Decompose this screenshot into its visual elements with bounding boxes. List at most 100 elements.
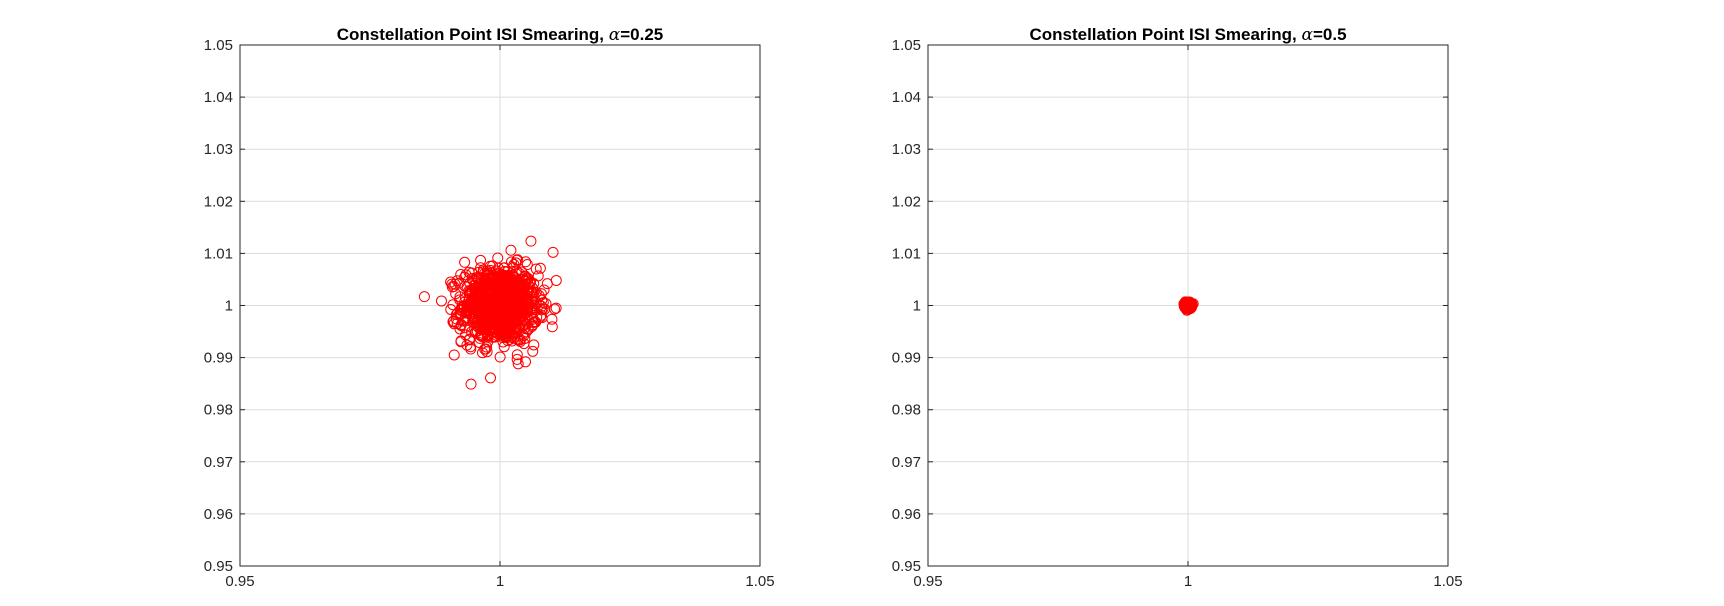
scatter-point xyxy=(509,274,521,286)
scatter-point xyxy=(527,319,539,331)
y-tick-label: 1 xyxy=(913,298,921,315)
scatter-point xyxy=(465,378,477,390)
scatter-point xyxy=(530,286,542,298)
scatter-point xyxy=(461,299,473,310)
scatter-point xyxy=(520,356,532,368)
scatter-point xyxy=(473,273,485,285)
scatter-point xyxy=(511,349,523,361)
scatter-point xyxy=(492,315,504,327)
x-tick-label: 1 xyxy=(1184,573,1192,590)
scatter-point xyxy=(448,349,460,361)
y-tick-label: 1.03 xyxy=(892,141,921,158)
scatter-point xyxy=(537,303,549,315)
scatter-point xyxy=(448,318,460,330)
scatter-point xyxy=(510,281,522,293)
scatter-point xyxy=(550,274,562,286)
scatter-point xyxy=(505,256,517,268)
scatter-point xyxy=(504,333,516,345)
scatter-point xyxy=(506,318,518,330)
scatter-point xyxy=(534,262,546,274)
scatter-point xyxy=(510,265,522,277)
scatter-point xyxy=(490,278,502,290)
y-tick-label: 0.97 xyxy=(204,454,233,471)
scatter-point xyxy=(536,304,548,316)
scatter-point xyxy=(473,266,485,278)
y-tick-label: 0.95 xyxy=(892,558,921,575)
scatter-point xyxy=(445,304,457,315)
x-tick-label: 1.05 xyxy=(1433,573,1462,590)
scatter-point xyxy=(435,295,447,307)
scatter-point xyxy=(519,292,531,304)
scatter-point xyxy=(465,341,477,353)
y-tick-label: 1.03 xyxy=(204,141,233,158)
scatter-point xyxy=(506,308,518,320)
scatter-point xyxy=(502,308,514,320)
x-tick-label: 0.95 xyxy=(913,573,942,590)
scatter-point xyxy=(480,301,492,313)
y-tick-label: 1.01 xyxy=(892,245,921,262)
y-tick-label: 1.05 xyxy=(204,37,233,54)
scatter-point xyxy=(470,320,482,332)
scatter-point xyxy=(459,256,471,268)
title-alpha-symbol: α xyxy=(609,25,621,45)
scatter-point xyxy=(481,341,493,353)
chart-title: Constellation Point ISI Smearing, α=0.25 xyxy=(337,25,664,45)
subplot-alpha-05: 0.95 1 1.05 0.95 0.96 0.97 0.98 0.99 1 1.01 1.02 1.… xyxy=(892,25,1463,590)
scatter-point xyxy=(1181,297,1193,309)
scatter-point xyxy=(511,353,523,365)
scatter-point xyxy=(503,277,515,289)
scatter-point xyxy=(512,289,524,301)
scatter-point xyxy=(527,345,539,357)
scatter-point xyxy=(519,322,531,334)
scatter-point xyxy=(1182,302,1194,314)
scatter-point xyxy=(532,270,544,282)
scatter-point xyxy=(476,330,488,342)
y-tick-label: 1.04 xyxy=(892,89,921,106)
scatter-point xyxy=(519,270,531,282)
scatter-point xyxy=(469,308,481,320)
scatter-point xyxy=(476,347,488,359)
scatter-markers xyxy=(1178,296,1199,316)
title-suffix: =0.25 xyxy=(620,25,663,44)
y-tick-label: 0.97 xyxy=(892,454,921,471)
scatter-markers xyxy=(418,235,562,390)
x-tick-label: 0.95 xyxy=(225,573,254,590)
y-tick-label: 0.99 xyxy=(892,350,921,367)
scatter-point xyxy=(482,313,494,325)
scatter-point xyxy=(453,277,465,289)
scatter-point xyxy=(464,333,476,345)
title-suffix: =0.5 xyxy=(1313,25,1347,44)
scatter-point xyxy=(511,333,523,345)
y-tick-label: 1.01 xyxy=(204,245,233,262)
title-prefix: Constellation Point ISI Smearing, xyxy=(1029,25,1301,44)
scatter-point xyxy=(525,235,537,247)
scatter-point xyxy=(535,288,547,300)
scatter-point xyxy=(451,275,463,287)
y-tick-label: 0.98 xyxy=(204,402,233,419)
scatter-point xyxy=(479,267,491,279)
y-tick-label: 1.02 xyxy=(892,193,921,210)
ticks: 0.95 1 1.05 0.95 0.96 0.97 0.98 0.99 1 1.01 1.02 1.… xyxy=(204,37,775,590)
y-tick-label: 0.99 xyxy=(204,350,233,367)
scatter-point xyxy=(485,372,497,384)
scatter-point xyxy=(499,314,511,326)
scatter-point xyxy=(460,329,472,341)
scatter-point xyxy=(480,292,492,304)
scatter-point xyxy=(494,272,506,284)
title-alpha-symbol: α xyxy=(1302,25,1314,45)
scatter-point xyxy=(466,285,478,297)
y-tick-label: 0.96 xyxy=(204,506,233,523)
scatter-point xyxy=(550,302,562,314)
scatter-point xyxy=(475,262,487,274)
scatter-point xyxy=(521,259,533,271)
scatter-point xyxy=(512,254,524,266)
scatter-point xyxy=(481,346,493,358)
scatter-point xyxy=(547,246,559,258)
scatter-point xyxy=(549,303,561,315)
scatter-point xyxy=(536,312,548,324)
y-tick-label: 1.05 xyxy=(892,37,921,54)
scatter-point xyxy=(475,254,487,266)
title-prefix: Constellation Point ISI Smearing, xyxy=(337,25,609,44)
scatter-point xyxy=(527,287,539,299)
